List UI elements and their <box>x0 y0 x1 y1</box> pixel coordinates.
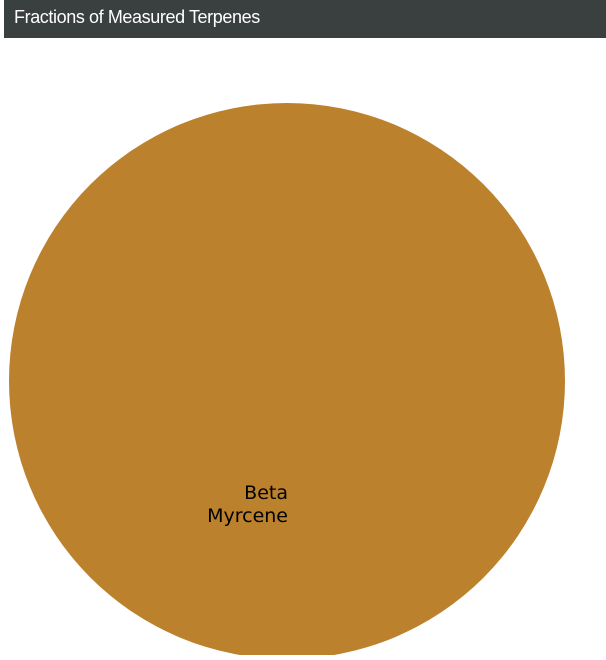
panel-header: Fractions of Measured Terpenes <box>4 0 606 38</box>
panel-title: Fractions of Measured Terpenes <box>14 7 260 27</box>
chart-area: Beta Myrcene <box>0 38 606 659</box>
pie-chart: Beta Myrcene <box>9 103 565 659</box>
pie-slice-beta-myrcene[interactable] <box>9 103 565 659</box>
pie-slice-label-line: Beta <box>244 482 288 504</box>
pie-slice-label-beta-myrcene: Beta Myrcene <box>207 482 288 527</box>
pie-slice-label-line: Myrcene <box>207 505 288 527</box>
